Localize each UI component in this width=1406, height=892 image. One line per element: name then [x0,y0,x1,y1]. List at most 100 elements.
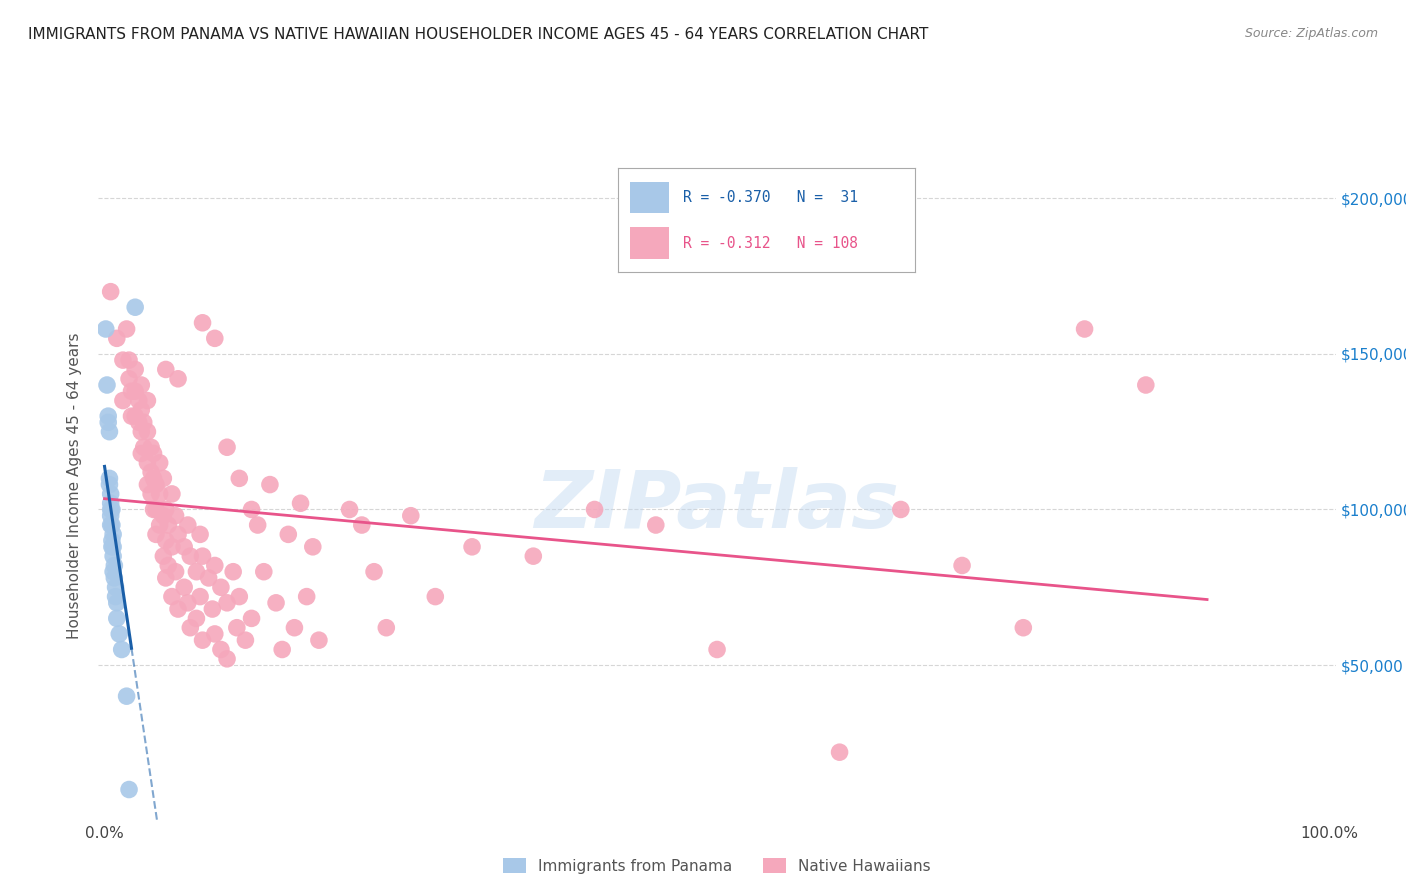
Point [101,502,124,516]
Point [706,642,728,657]
Point [277,527,299,541]
Point [188,590,211,604]
Point [136,393,159,408]
Point [350,518,373,533]
Point [259,477,281,491]
Point [94,322,117,336]
Point [1135,378,1157,392]
Point [157,558,180,573]
Point [152,508,174,523]
Point [124,409,146,424]
Point [124,362,146,376]
Point [204,627,226,641]
Point [167,372,190,386]
Point [152,471,174,485]
Point [128,415,150,429]
Point [132,440,155,454]
Point [204,331,226,345]
Point [308,633,330,648]
Point [136,477,159,491]
Point [950,558,973,573]
Point [301,540,323,554]
Point [129,378,152,392]
Point [295,590,318,604]
Point [101,533,124,548]
Point [222,565,245,579]
Point [253,565,276,579]
Point [165,565,187,579]
Point [179,549,201,563]
Point [271,642,294,657]
Point [97,409,120,424]
Point [115,689,138,703]
Point [101,540,124,554]
Point [215,440,238,454]
Point [188,527,211,541]
Point [1073,322,1095,336]
Point [139,465,162,479]
Point [128,393,150,408]
Point [118,353,141,368]
Point [98,471,121,485]
Point [283,621,305,635]
Point [215,596,238,610]
Point [129,403,152,417]
Point [108,627,131,641]
Point [136,456,159,470]
Point [139,487,162,501]
Point [167,527,190,541]
Point [225,621,247,635]
Point [399,508,422,523]
Point [583,502,606,516]
Point [118,372,141,386]
Y-axis label: Householder Income Ages 45 - 64 years: Householder Income Ages 45 - 64 years [67,333,83,640]
Point [136,425,159,439]
Point [100,518,122,533]
Point [100,508,122,523]
Point [186,565,208,579]
Point [209,580,232,594]
Point [97,415,120,429]
Point [155,571,177,585]
Point [142,502,165,516]
Point [100,285,122,299]
Point [124,300,146,314]
Point [425,590,447,604]
Point [149,518,172,533]
Point [145,502,167,516]
Point [240,502,263,516]
Point [155,502,177,516]
Point [132,415,155,429]
Legend: Immigrants from Panama, Native Hawaiians: Immigrants from Panama, Native Hawaiians [498,852,936,880]
Point [121,409,143,424]
Point [204,558,226,573]
Point [522,549,544,563]
Point [104,580,127,594]
Point [173,540,195,554]
Point [1012,621,1035,635]
Point [186,611,208,625]
Point [105,611,128,625]
Point [228,590,250,604]
Point [96,378,118,392]
Point [197,571,219,585]
Point [111,642,134,657]
Point [115,322,138,336]
Point [105,331,128,345]
Point [461,540,484,554]
Point [142,471,165,485]
Point [157,518,180,533]
Point [149,456,172,470]
Text: ZIPatlas: ZIPatlas [534,467,900,545]
Point [177,518,200,533]
Point [339,502,361,516]
Point [228,471,250,485]
Point [149,487,172,501]
Point [100,502,122,516]
Point [121,384,143,399]
Point [155,362,177,376]
Point [152,549,174,563]
Point [160,487,183,501]
Text: Source: ZipAtlas.com: Source: ZipAtlas.com [1244,27,1378,40]
Point [139,440,162,454]
